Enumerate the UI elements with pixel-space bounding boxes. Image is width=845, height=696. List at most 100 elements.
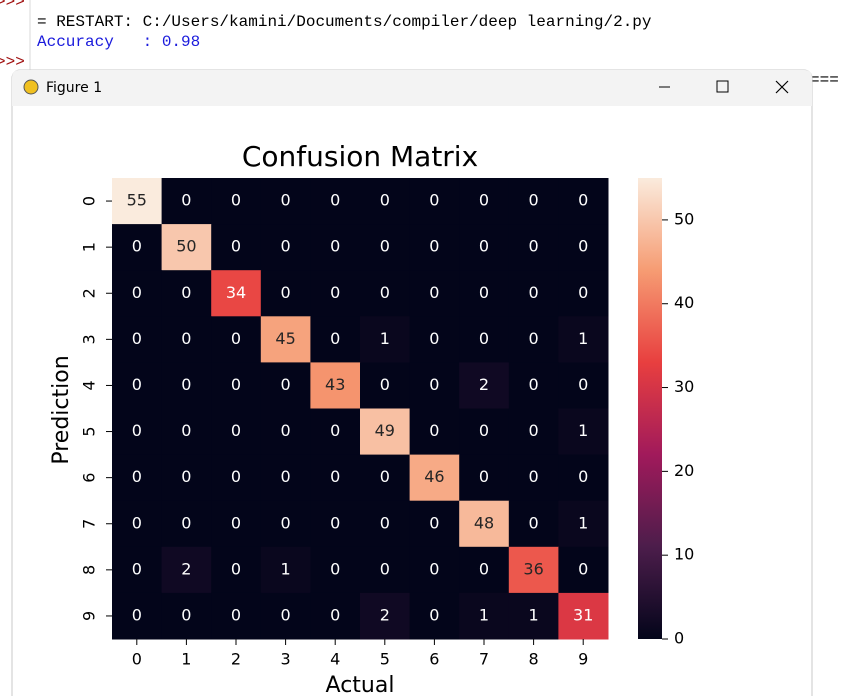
cell-label: 0 [181,283,191,302]
maximize-button[interactable] [716,80,729,93]
heatmap-cell [558,316,609,363]
window-title: Figure 1 [46,80,102,96]
cell-label: 0 [181,467,191,486]
heatmap-cell [260,362,311,409]
heatmap-cell [161,224,212,271]
heatmap-cell [310,500,361,548]
cell-label: 0 [429,513,439,532]
cell-label: 0 [231,375,241,394]
y-tick-label: 5 [80,426,99,436]
heatmap-cell [161,592,212,640]
cell-label: 0 [231,421,241,440]
cell-label: 0 [578,559,588,578]
heatmap-cell [310,454,361,502]
heatmap-cell [161,178,212,225]
heatmap-cell [558,408,609,456]
heatmap-cell [211,224,262,271]
heatmap-cell [508,408,559,456]
heatmap-cell [260,408,311,456]
heatmap-cell [211,546,262,594]
heatmap-cell [360,500,411,548]
x-tick-label: 5 [380,650,390,669]
cell-label: 0 [529,467,539,486]
heatmap-cell [310,224,361,271]
heatmap-cell [360,546,411,594]
cell-label: 0 [380,513,390,532]
cell-label: 46 [424,467,444,486]
cell-label: 0 [231,191,241,210]
cell-label: 0 [429,605,439,624]
heatmap-cell [508,546,559,594]
cell-label: 2 [479,375,489,394]
heatmap-cell [409,224,460,271]
cell-label: 0 [380,191,390,210]
cell-label: 43 [325,375,345,394]
heatmap-cell [310,408,361,456]
heatmap-cell [161,408,212,456]
heatmap-cell [260,316,311,363]
heatmap-cell [409,454,460,502]
cell-label: 0 [330,191,340,210]
cell-label: 0 [429,375,439,394]
heatmap-cell [310,546,361,594]
heatmap-cell [360,592,411,640]
heatmap-cell [409,270,460,317]
cell-label: 0 [529,513,539,532]
cell-label: 2 [380,605,390,624]
heatmap-cell [409,362,460,409]
close-button[interactable] [775,80,789,94]
heatmap-cell [211,500,262,548]
cell-label: 0 [479,283,489,302]
heatmap-cell [558,546,609,594]
y-tick-label: 1 [80,242,99,252]
shell-output: Accuracy : 0.98 [37,33,200,51]
cell-label: 1 [578,513,588,532]
heatmap-cell [409,546,460,594]
x-tick-label: 0 [132,650,142,669]
cell-label: 0 [429,421,439,440]
colorbar [638,178,662,639]
cell-label: 0 [181,191,191,210]
heatmap-cell [112,454,163,502]
heatmap-cell [310,178,361,225]
cell-label: 0 [132,237,142,256]
colorbar-tick-label: 10 [674,545,694,564]
heatmap-cell [558,592,609,640]
cell-label: 55 [127,191,147,210]
cell-label: 0 [578,467,588,486]
y-tick-label: 4 [80,380,99,390]
heatmap-cell [409,592,460,640]
cell-label: 1 [578,329,588,348]
cell-label: 0 [231,605,241,624]
cell-label: 0 [529,237,539,256]
heatmap-cell [310,270,361,317]
cell-label: 34 [226,283,246,302]
heatmap-cell [558,454,609,502]
cell-label: 0 [578,191,588,210]
cell-label: 0 [578,283,588,302]
cell-label: 0 [132,283,142,302]
heatmap-cell [459,178,510,225]
cell-label: 36 [523,559,543,578]
heatmap-cell [310,362,361,409]
cell-label: 0 [181,375,191,394]
cell-label: 0 [132,605,142,624]
cell-label: 45 [275,329,295,348]
cell-label: 0 [380,467,390,486]
cell-label: 48 [474,513,494,532]
heatmap-cell [459,316,510,363]
y-tick-label: 6 [80,473,99,483]
heatmap-cell [459,224,510,271]
heatmap-cell [459,546,510,594]
cell-label: 0 [479,559,489,578]
heatmap-cell [558,178,609,225]
heatmap-cell [211,270,262,317]
heatmap-cell [112,408,163,456]
x-tick-label: 4 [330,650,340,669]
heatmap-cell [161,270,212,317]
heatmap-cell [508,178,559,225]
heatmap-cell [459,454,510,502]
heatmap-cell [112,316,163,363]
